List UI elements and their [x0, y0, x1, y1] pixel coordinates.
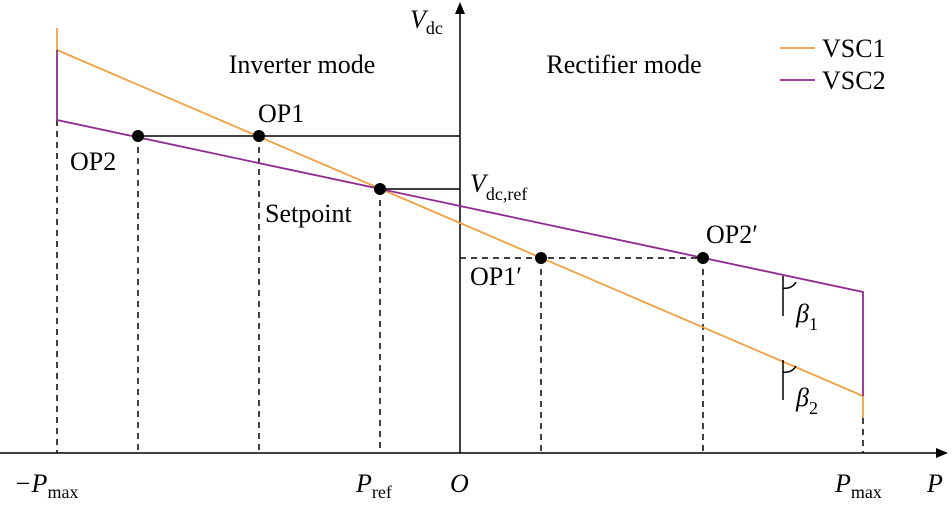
mode-label: Inverter mode	[229, 50, 376, 79]
label-sub: 1	[809, 314, 818, 334]
point	[697, 252, 709, 264]
legend-label: VSC1	[822, 34, 886, 63]
angle-label: β2	[795, 383, 818, 418]
label-main: β	[795, 383, 809, 412]
neg-pmax-label: −Pmax	[14, 469, 78, 502]
y-axis-label: Vdc	[410, 5, 443, 38]
vsc1-line	[56, 28, 864, 418]
point	[535, 252, 547, 264]
angle-arc	[782, 365, 797, 374]
label-sub: max	[47, 482, 78, 502]
x-arrow	[936, 448, 948, 458]
label-main: V	[470, 169, 489, 198]
mode-label: Rectifier mode	[546, 50, 701, 79]
label-sub: dc	[426, 18, 443, 38]
x-axis-label: P	[926, 469, 943, 498]
label-sub: dc,ref	[486, 184, 527, 204]
label-main: P	[355, 469, 372, 498]
vref-label: Vdc,ref	[470, 169, 527, 204]
point-label: OP1	[258, 99, 304, 128]
point	[253, 130, 265, 142]
label-main: P	[834, 469, 851, 498]
pref-label: Pref	[355, 469, 392, 502]
legend: VSC1 VSC2	[780, 34, 886, 95]
angle-arc	[782, 281, 797, 290]
point-label: OP2′	[706, 220, 758, 249]
legend-label: VSC2	[822, 66, 886, 95]
vsc2-line	[56, 50, 864, 396]
label-sub: max	[851, 482, 882, 502]
label-sub: ref	[372, 482, 392, 502]
y-arrow	[455, 2, 465, 14]
point	[374, 183, 386, 195]
label-sub: 2	[809, 398, 818, 418]
label-main: V	[410, 5, 429, 34]
angle-label: β1	[795, 299, 818, 334]
point	[132, 130, 144, 142]
label-main: β	[795, 299, 809, 328]
label-main: −P	[14, 469, 48, 498]
origin-label: O	[450, 469, 469, 498]
point-label: OP2	[70, 147, 116, 176]
pmax-label: Pmax	[834, 469, 882, 502]
point-label: OP1′	[470, 262, 522, 291]
point-label: Setpoint	[265, 199, 352, 228]
